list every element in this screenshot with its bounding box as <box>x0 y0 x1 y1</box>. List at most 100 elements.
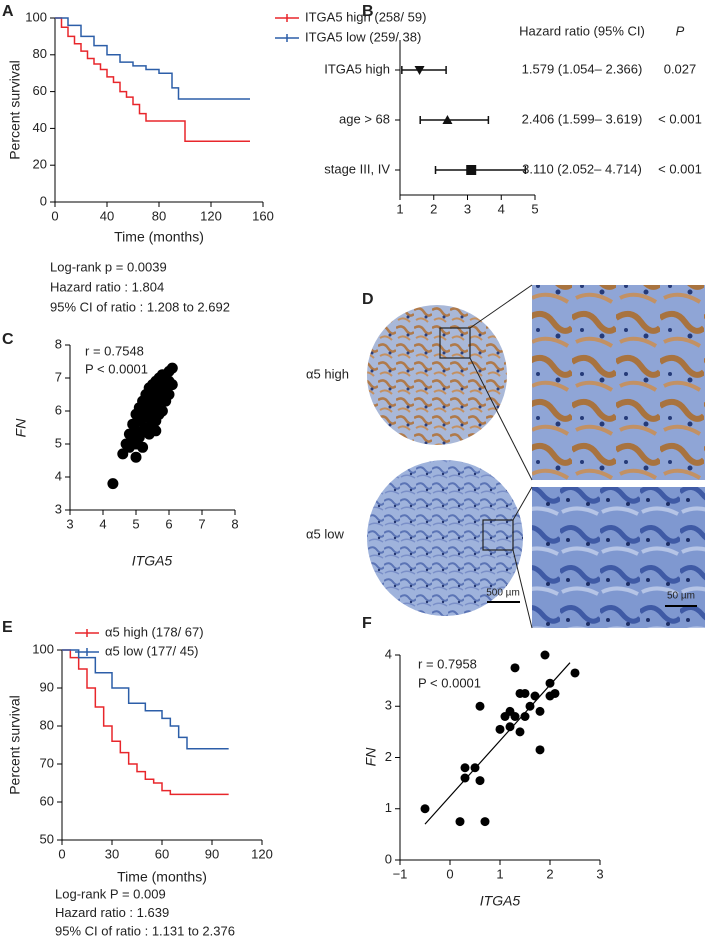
x-tick-label: 4 <box>498 201 505 216</box>
point <box>495 724 505 734</box>
annotation: Hazard ratio : 1.804 <box>50 279 164 294</box>
x-tick-label: 2 <box>546 866 553 881</box>
x-tick-label: 6 <box>165 516 172 531</box>
point <box>470 763 480 773</box>
legend-swatch <box>275 34 299 42</box>
y-tick-label: 60 <box>40 793 54 808</box>
annotation: r = 0.7958 <box>418 656 477 671</box>
y-tick-label: 8 <box>55 336 62 351</box>
point <box>480 817 490 827</box>
survival-curve <box>55 17 250 143</box>
x-tick-label: 1 <box>396 201 403 216</box>
legend-label: ITGA5 high (258/ 59) <box>305 9 426 24</box>
x-tick-label: 4 <box>99 516 106 531</box>
p-value: 0.027 <box>664 61 697 76</box>
point <box>455 817 465 827</box>
x-tick-label: 0 <box>51 208 58 223</box>
scale-label: 500 µm <box>486 588 520 599</box>
error-bar <box>419 116 490 124</box>
x-tick-label: 120 <box>251 846 273 861</box>
zoom-box <box>482 519 514 551</box>
zoom-high <box>532 285 705 480</box>
annotation: P < 0.0001 <box>85 361 148 376</box>
y-tick-label: 6 <box>55 402 62 417</box>
legend-label: ITGA5 low (259/ 38) <box>305 29 421 44</box>
y-tick-label: 20 <box>33 157 47 172</box>
y-tick-label: 4 <box>385 646 392 661</box>
x-axis-label: ITGA5 <box>132 553 173 569</box>
panel-letter: D <box>362 291 374 308</box>
point <box>535 745 545 755</box>
panel-letter: B <box>362 3 374 20</box>
annotation: 95% CI of ratio : 1.131 to 2.376 <box>55 923 235 938</box>
point <box>550 688 560 698</box>
point <box>420 804 430 814</box>
point <box>150 425 162 437</box>
y-tick-label: 0 <box>385 851 392 866</box>
zoom-connector <box>469 284 533 329</box>
tissue-core-low <box>367 460 523 616</box>
zoom-connector <box>512 486 533 521</box>
y-tick-label: 90 <box>40 679 54 694</box>
annotation: Log-rank p = 0.0039 <box>50 259 167 274</box>
y-tick-label: 4 <box>55 468 62 483</box>
point <box>520 688 530 698</box>
point <box>475 776 485 786</box>
annotation: 95% CI of ratio : 1.208 to 2.692 <box>50 299 230 314</box>
y-axis-label: FN <box>363 747 379 767</box>
row-label: stage III, IV <box>324 161 390 176</box>
annotation: r = 0.7548 <box>85 343 144 358</box>
point <box>570 668 580 678</box>
x-tick-label: 160 <box>252 208 274 223</box>
annotation: P < 0.0001 <box>418 675 481 690</box>
y-tick-label: 7 <box>55 369 62 384</box>
column-header: Hazard ratio (95% CI) <box>519 23 645 38</box>
x-axis-label: Time (months) <box>114 229 204 245</box>
legend-label: α5 high (178/ 67) <box>105 624 204 639</box>
y-axis-label: Percent survival <box>7 695 23 795</box>
zoom-connector <box>469 357 533 481</box>
x-tick-label: 60 <box>155 846 169 861</box>
y-tick-label: 60 <box>33 83 47 98</box>
y-tick-label: 1 <box>385 800 392 815</box>
y-axis-label: Percent survival <box>7 60 23 160</box>
point <box>535 706 545 716</box>
x-tick-label: 8 <box>231 516 238 531</box>
point <box>545 678 555 688</box>
legend-swatch <box>75 648 99 656</box>
point <box>107 478 119 490</box>
y-tick-label: 80 <box>33 46 47 61</box>
y-tick-label: 5 <box>55 435 62 450</box>
point <box>163 389 175 400</box>
y-tick-label: 3 <box>385 698 392 713</box>
survival-curve <box>55 17 250 100</box>
x-tick-label: −1 <box>393 866 408 881</box>
image-label: α5 low <box>306 526 344 541</box>
panel-letter: E <box>2 619 13 636</box>
y-tick-label: 3 <box>55 501 62 516</box>
hazard-marker <box>414 66 425 75</box>
x-tick-label: 5 <box>531 201 538 216</box>
fit-line <box>424 662 571 825</box>
x-axis-label: Time (months) <box>117 869 207 885</box>
panel-letter: C <box>2 331 14 348</box>
y-axis-label: FN <box>13 418 29 438</box>
point <box>166 379 178 391</box>
x-tick-label: 7 <box>198 516 205 531</box>
x-tick-label: 0 <box>446 866 453 881</box>
row-label: ITGA5 high <box>324 61 390 76</box>
legend-swatch <box>75 629 99 637</box>
tissue-core-high <box>367 305 507 445</box>
hazard-label: 3.110 (2.052– 4.714) <box>522 161 642 176</box>
scale-label: 50 µm <box>667 591 695 602</box>
point <box>530 691 540 701</box>
legend-label: α5 low (177/ 45) <box>105 643 199 658</box>
y-tick-label: 2 <box>385 749 392 764</box>
point <box>510 663 520 673</box>
legend-swatch <box>275 14 299 22</box>
y-tick-label: 100 <box>25 9 47 24</box>
x-tick-label: 120 <box>200 208 222 223</box>
annotation: Log-rank P = 0.009 <box>55 886 166 901</box>
hazard-marker <box>466 165 477 175</box>
column-header: P <box>676 23 685 38</box>
